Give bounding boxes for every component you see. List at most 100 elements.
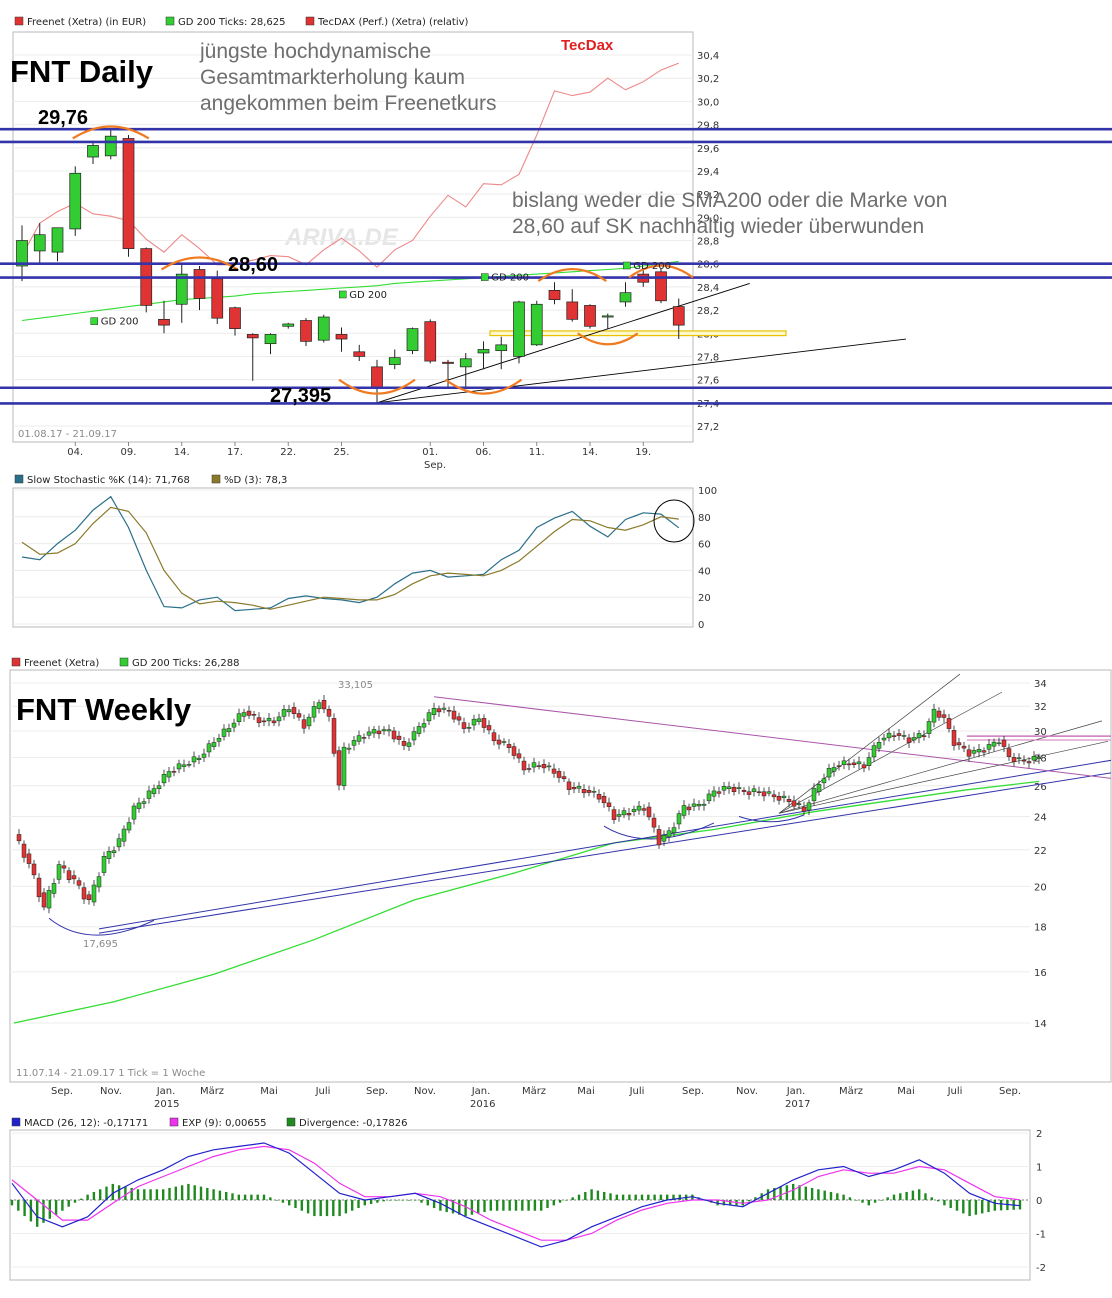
weekly-y-tick: 14 [1034,1019,1047,1030]
divergence-bar [42,1200,45,1223]
weekly-candle-body [951,730,957,746]
divergence-bar [766,1189,770,1200]
daily-x-tick: 17. [227,447,243,458]
divergence-bar [80,1198,83,1200]
weekly-candle-body [716,791,722,794]
divergence-bar [105,1186,108,1200]
gd200-line [21,260,679,322]
gd200-tag-marker [90,317,98,325]
weekly-candle-body [196,757,202,760]
weekly-x-tick: Juli [315,1086,331,1097]
weekly-candle-body [41,892,47,908]
divergence-bar [930,1197,933,1200]
weekly-y-tick: 34 [1034,679,1047,690]
weekly-candle-body [986,744,992,750]
weekly-trend-lower [98,772,1111,934]
divergence-bar [174,1186,177,1200]
divergence-bar [880,1200,883,1201]
weekly-candle-body [271,720,277,724]
divergence-bar [615,1194,618,1200]
weekly-candle-body [991,741,997,747]
macd-grid: -2 -1 0 1 2 [10,1129,1046,1274]
weekly-candle-body [766,791,772,794]
daily-candle-body [371,366,383,389]
divergence-bar [495,1200,499,1211]
weekly-candle-body [341,746,347,787]
weekly-candle-body [391,730,397,740]
legend-swatch-freenet [14,16,24,26]
weekly-candle-body [326,708,332,717]
daily-y-tick: 27,2 [697,422,719,433]
weekly-candle-body [251,714,257,716]
divergence-bar [306,1200,310,1214]
weekly-y-tick: 32 [1034,702,1047,713]
weekly-candle-body [891,735,897,737]
daily-panel: Freenet (Xetra) (in EUR) GD 200 Ticks: 2… [0,16,1112,471]
stoch-y-tick: 60 [698,540,711,551]
divergence-bar [262,1194,266,1200]
legend-freenet: Freenet (Xetra) (in EUR) [27,17,146,28]
divergence-bar [666,1194,669,1200]
legend-swatch-stoch-k [14,474,24,484]
weekly-candle-body [86,894,92,900]
divergence-bar [647,1194,650,1200]
weekly-candle-body [811,788,817,802]
stoch-y-tick: 100 [698,486,717,497]
weekly-candle-body [926,721,932,734]
gd200-tag-label: GD 200 [349,290,387,301]
weekly-x-tick: Mai [577,1086,595,1097]
weekly-candle-body [191,756,197,763]
macd-line [11,1142,1021,1248]
weekly-candle-body [686,806,692,811]
daily-candle-body [477,349,490,354]
weekly-candle-body [616,814,622,817]
weekly-candle-body [516,753,522,759]
divergence-bar [829,1191,833,1200]
divergence-bar [609,1193,612,1200]
divergence-bar [672,1194,675,1200]
weekly-candle-body [31,863,37,876]
legend-swatch-gd200 [165,16,175,26]
weekly-candle-body [441,707,447,710]
weekly-candle-body [816,784,822,792]
divergence-bar [823,1190,826,1200]
daily-y-tick: 28,8 [697,237,719,248]
divergence-bar [981,1200,984,1214]
weekly-candle-body [936,710,942,718]
weekly-candle-body [346,747,352,750]
daily-candle-body [158,318,170,326]
weekly-candle-body [226,728,232,733]
weekly-candle-body [466,727,472,729]
weekly-candle-body [1006,748,1012,757]
divergence-bar [911,1190,915,1200]
divergence-bar [180,1185,184,1200]
pattern-arc [628,264,694,279]
weekly-candle-body [381,729,387,732]
weekly-candle-body [771,794,777,798]
divergence-bar [162,1189,165,1200]
weekly-candle-body [176,763,182,770]
weekly-candle-body [941,714,947,718]
weekly-candle-body [826,767,832,778]
weekly-candle-body [741,789,747,792]
divergence-bar [199,1186,203,1200]
gd200-tag-marker [623,261,631,270]
weekly-candle-body [106,851,112,859]
daily-x-tick: 04. [67,447,83,458]
divergence-bar [659,1194,663,1200]
macd-y-tick: 1 [1036,1163,1042,1174]
weekly-low-label: 17,695 [83,939,118,950]
weekly-candle-body [711,790,717,797]
divergence-bar [155,1189,159,1200]
legend-stoch-d: %D (3): 78,3 [224,475,287,486]
weekly-candle-body [101,856,107,873]
weekly-candle-body [831,767,837,772]
weekly-candle-body [311,706,317,718]
weekly-candle-body [701,803,707,806]
gd200-tag-label: GD 200 [491,273,529,284]
weekly-x-tick: Jan. [156,1086,176,1097]
weekly-candle-body [571,787,577,790]
divergence-bar [999,1200,1003,1211]
weekly-candle-body [691,803,697,807]
weekly-candle-body [841,760,847,766]
